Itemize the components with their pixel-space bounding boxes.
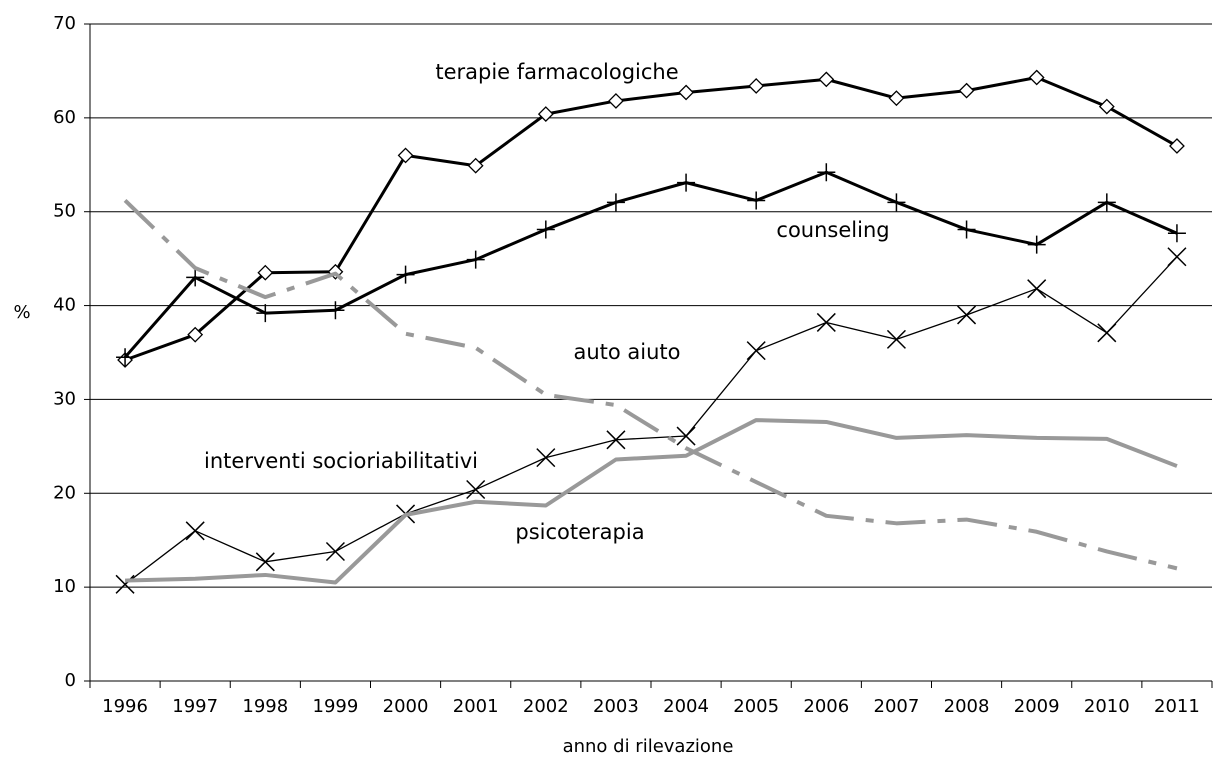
series-label: psicoterapia [515,520,644,544]
marker [1167,247,1187,267]
marker [818,71,835,88]
marker [326,301,345,320]
series-label: auto aiuto [573,340,680,364]
marker [1097,323,1117,343]
marker [185,521,205,541]
marker [187,326,204,343]
marker [397,147,414,164]
marker [1098,98,1115,115]
x-tick-label: 1996 [102,696,148,717]
series-label: interventi socioriabilitativi [204,449,478,473]
marker [888,90,905,107]
marker [325,541,345,562]
marker [608,93,624,109]
marker [958,82,975,99]
marker [255,552,275,572]
x-tick-label: 2000 [383,696,429,717]
marker [115,574,135,594]
marker [887,193,906,212]
x-tick-label: 2001 [453,696,499,717]
marker [466,480,486,500]
series-line [123,199,1178,571]
x-tick-label: 2008 [944,696,990,717]
marker [678,84,694,101]
y-tick-label: 10 [53,576,76,597]
x-tick-label: 1998 [242,696,288,717]
series-line [125,418,1178,585]
marker [957,305,977,325]
y-tick-label: 30 [53,388,76,409]
marker [817,163,836,182]
marker [536,448,556,468]
series-label: counseling [776,218,889,242]
y-axis-label: % [13,302,30,323]
marker [1028,69,1045,86]
marker [467,157,484,174]
marker [886,329,906,349]
marker [1027,235,1046,254]
marker [676,426,696,446]
x-tick-label: 2005 [733,696,779,717]
marker [677,173,696,192]
x-tick-label: 2011 [1154,696,1200,717]
marker [257,264,274,281]
series-line [123,170,1178,359]
y-tick-label: 70 [53,13,76,34]
marker [748,78,765,94]
x-tick-label: 2007 [874,696,920,717]
marker [957,220,976,239]
marker [747,191,766,210]
marker [606,430,626,450]
x-tick-label: 2010 [1084,696,1130,717]
marker [537,106,554,123]
series-line [124,75,1178,362]
x-tick-label: 2004 [663,696,709,717]
marker [466,250,485,269]
marker [1097,193,1116,212]
marker [1167,224,1186,243]
series-line [124,256,1178,585]
marker [816,312,836,332]
y-tick-label: 20 [53,482,76,503]
marker [606,193,625,212]
y-tick-label: 60 [53,107,76,128]
series-label: terapie farmacologiche [435,60,678,84]
y-tick-label: 0 [65,670,76,691]
marker [1169,138,1185,154]
x-axis-label: anno di rilevazione [563,736,734,757]
marker [746,341,766,361]
marker [186,268,205,287]
marker [396,265,415,284]
marker [256,304,275,323]
x-tick-label: 1999 [313,696,359,717]
x-tick-label: 2006 [803,696,849,717]
y-tick-label: 50 [53,201,76,222]
x-tick-label: 2002 [523,696,569,717]
y-tick-label: 40 [53,295,76,316]
x-tick-label: 2003 [593,696,639,717]
marker [536,220,555,239]
marker [1027,279,1047,299]
marker [116,348,135,367]
x-tick-label: 1997 [172,696,218,717]
x-tick-label: 2009 [1014,696,1060,717]
